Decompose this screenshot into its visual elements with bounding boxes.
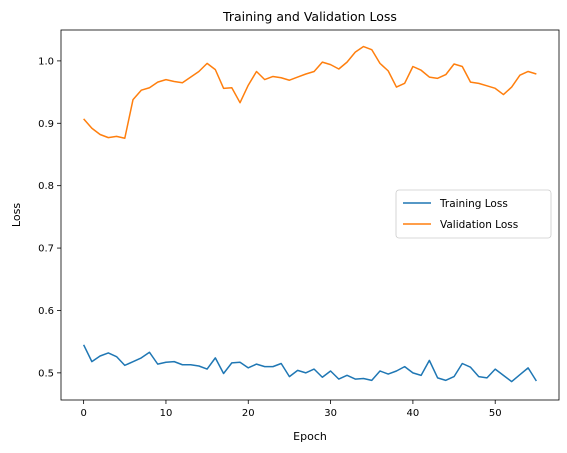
y-tick-label: 0.9 [38,119,54,130]
legend-box [395,189,552,239]
y-axis-label: Loss [10,203,23,227]
x-tick-label: 50 [489,408,502,419]
y-tick-label: 0.5 [38,368,54,379]
series-line-validation-loss [83,45,537,139]
y-tick-label: 0.7 [38,244,54,255]
x-tick-label: 0 [80,408,86,419]
y-axis-ticks: 0.5 0.6 0.7 0.8 0.9 1.0 [38,56,61,379]
x-tick-label: 10 [160,408,173,419]
legend-label-validation: Validation Loss [440,219,518,231]
x-axis-ticks: 0 10 20 30 40 50 [80,400,502,419]
x-tick-label: 20 [242,408,255,419]
chart-title: Training and Validation Loss [222,9,397,24]
series-layer [82,45,537,383]
y-tick-label: 0.8 [38,181,54,192]
x-axis-label: Epoch [293,430,327,443]
legend-label-training: Training Loss [439,198,508,210]
y-tick-label: 0.6 [38,306,54,317]
series-line-training-loss [82,344,537,383]
y-tick-label: 1.0 [38,56,54,67]
x-tick-label: 30 [324,408,337,419]
legend: Training Loss Validation Loss [395,189,552,239]
x-tick-label: 40 [407,408,420,419]
axes-frame [60,29,560,401]
